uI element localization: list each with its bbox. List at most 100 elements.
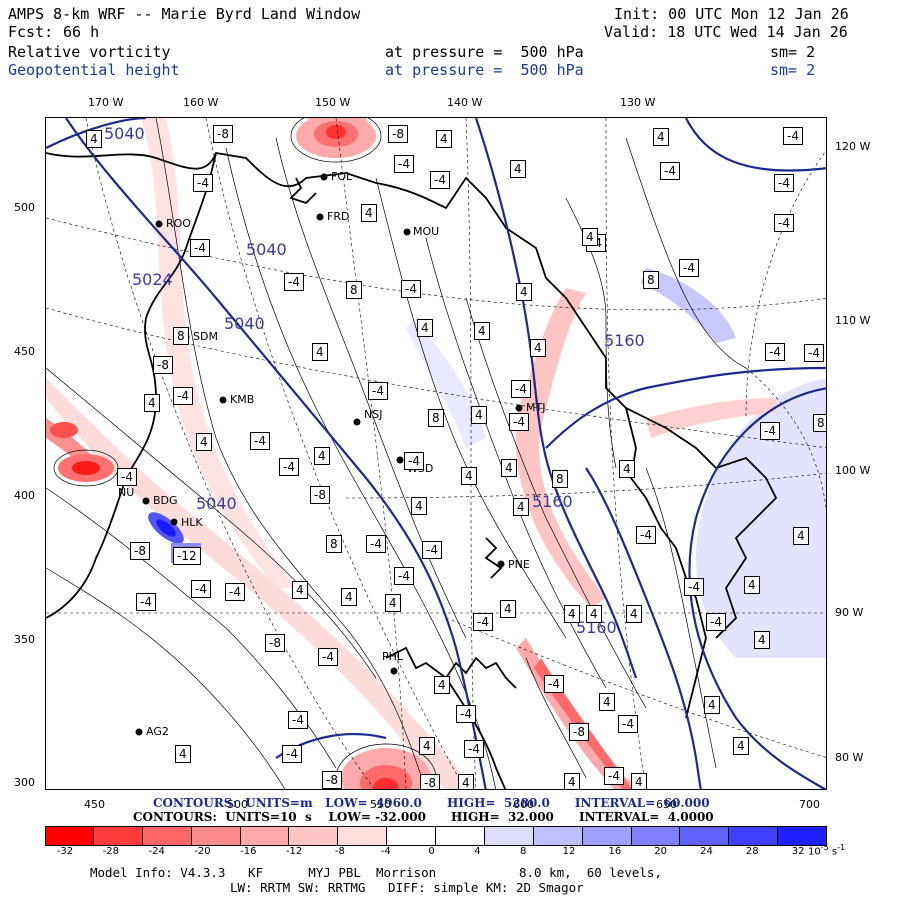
vorticity-contour-label: 4 (653, 128, 669, 146)
vorticity-contour-label: 4 (564, 605, 580, 623)
vorticity-contour-label: -8 (420, 774, 440, 789)
colorbar-tick-label: -28 (102, 846, 119, 857)
bottom-x-label: 650 (656, 798, 677, 811)
vorticity-contour-label: -4 (279, 458, 299, 476)
top-lon-label: 160 W (183, 96, 219, 109)
left-y-label: 400 (14, 489, 35, 502)
right-lon-label: 120 W (835, 140, 871, 153)
colorbar-tick-label: 0 (428, 846, 435, 857)
vorticity-contour-label: -4 (473, 613, 493, 631)
field2-level: at pressure = 500 hPa (385, 61, 584, 79)
station-label: KMB (230, 393, 255, 406)
colorbar-tick-label: 32 (791, 846, 805, 857)
vorticity-contour-label: -4 (430, 171, 450, 189)
vorticity-contour-label: -4 (660, 162, 680, 180)
vorticity-contour-label: 4 (516, 283, 532, 301)
colorbar-swatch (387, 826, 436, 846)
station-label: NU (118, 486, 135, 499)
forecast-label: Fcst: (8, 23, 54, 41)
colorbar-tick-label: 12 (562, 846, 576, 857)
vorticity-contour-label: 4 (471, 406, 487, 424)
colorbar-tick-label: 28 (745, 846, 759, 857)
vorticity-contour-label: 4 (619, 460, 635, 478)
valid-time: Valid: 18 UTC Wed 14 Jan 26 (604, 23, 848, 41)
vorticity-contour-label: 8 (643, 271, 659, 289)
colorbar-units-exp: -5 (820, 843, 829, 852)
init-time: Init: 00 UTC Mon 12 Jan 26 (614, 5, 849, 23)
vorticity-contour-label: 4 (175, 745, 191, 763)
left-y-label: 300 (14, 776, 35, 789)
vorticity-contour-label: -4 (464, 740, 484, 758)
vorticity-contour-label: -4 (456, 705, 476, 723)
vorticity-contour-label: 4 (599, 693, 615, 711)
field2-smoothing: sm= 2 (770, 61, 816, 79)
vorticity-contour-label: -4 (191, 580, 211, 598)
map-canvas (46, 118, 826, 789)
vorticity-contour-label: -4 (190, 239, 210, 257)
height-contour-label: 5040 (246, 240, 287, 259)
station-label: HLK (181, 516, 203, 529)
colorbar-swatch (289, 826, 339, 846)
vorticity-contour-label: -8 (322, 771, 342, 789)
vorticity-contour-label: -4 (394, 567, 414, 585)
vorticity-contour-label: -4 (394, 155, 414, 173)
vorticity-contour-label: -4 (765, 343, 785, 361)
vorticity-contour-label: 4 (292, 581, 308, 599)
vorticity-contour-label: 4 (417, 319, 433, 337)
vorticity-contour-label: 4 (436, 130, 452, 148)
vorticity-contour-label: -4 (282, 745, 302, 763)
left-y-label: 350 (14, 633, 35, 646)
vorticity-contour-label: 4 (461, 467, 477, 485)
colorbar-swatch (191, 826, 241, 846)
forecast-hour: 66 h (63, 23, 100, 41)
colorbar-tick-label: -16 (240, 846, 257, 857)
bottom-x-label: 550 (370, 798, 391, 811)
colorbar-tick-label: -12 (285, 846, 303, 857)
vorticity-contour-label: 4 (312, 343, 328, 361)
vorticity-contour-label: 4 (419, 737, 435, 755)
vorticity-contour-label: 8 (346, 281, 362, 299)
model-info-line2: LW: RRTM SW: RRTMG DIFF: simple KM: 2D S… (230, 880, 584, 895)
field1-name: Relative vorticity (8, 43, 171, 61)
vorticity-contour-label: -4 (636, 526, 656, 544)
vorticity-contour-label: 4 (513, 498, 529, 516)
top-lon-label: 170 W (88, 96, 124, 109)
vorticity-contour-label: -4 (318, 648, 338, 666)
vorticity-contour-label: -4 (783, 127, 803, 145)
vorticity-contour-label: 4 (564, 773, 580, 789)
vorticity-contour-label: -4 (422, 541, 442, 559)
vorticity-contour-label: -8 (569, 723, 589, 741)
height-contours (46, 118, 826, 789)
height-contour-label: 5040 (196, 494, 237, 513)
vorticity-contour-label: -4 (366, 535, 386, 553)
station-label: PNE (508, 558, 530, 571)
field1-smoothing: sm= 2 (770, 43, 816, 61)
vorticity-contour-label: 4 (196, 433, 212, 451)
station-label: AG2 (146, 725, 169, 738)
colorbar-swatch (338, 826, 388, 846)
vorticity-contour-label: 4 (530, 339, 546, 357)
vorticity-contour-label: 4 (411, 497, 427, 515)
plot-title: AMPS 8-km WRF -- Marie Byrd Land Window (8, 5, 361, 23)
vorticity-contour-label: 4 (793, 527, 809, 545)
vorticity-contour-label: -4 (401, 280, 421, 298)
colorbar-swatch (582, 826, 632, 846)
colorbar-swatch (484, 826, 534, 846)
bottom-x-label: 700 (799, 798, 820, 811)
vorticity-contour-label: -4 (250, 432, 270, 450)
vorticity-contour-label: 4 (582, 228, 598, 246)
colorbar-swatch (45, 826, 94, 846)
station-markers (135, 173, 523, 736)
vorticity-contour-label: -4 (284, 273, 304, 291)
vorticity-contour-label: 4 (733, 737, 749, 755)
right-lon-label: 80 W (835, 751, 864, 764)
height-contour-label: 5160 (604, 331, 645, 350)
vorticity-contour-label: -8 (213, 125, 233, 143)
vorticity-contour-label: -4 (136, 593, 156, 611)
right-lon-label: 110 W (835, 314, 871, 327)
right-lon-label: 100 W (835, 464, 871, 477)
vorticity-contour-label: 4 (626, 605, 642, 623)
bottom-x-label: 600 (513, 798, 534, 811)
vorticity-contour-label: 4 (458, 774, 474, 789)
station-label: SDM (193, 330, 218, 343)
